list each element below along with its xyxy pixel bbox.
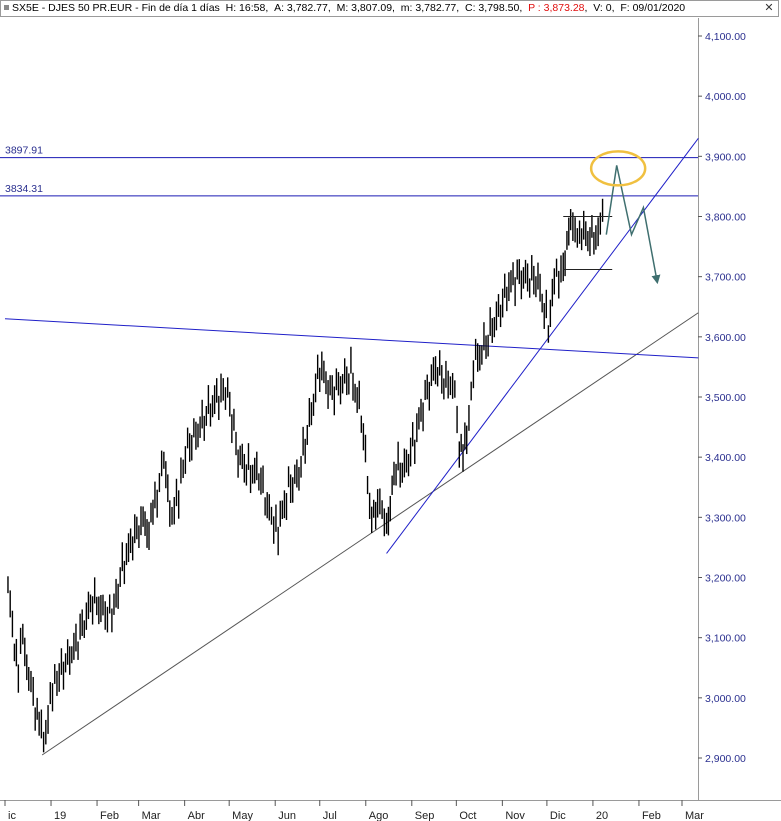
y-tick-label: 4,000.00 xyxy=(705,91,746,103)
price-series xyxy=(7,198,604,753)
trendline-short-term-support xyxy=(386,137,699,554)
y-tick-label: 2,900.00 xyxy=(705,753,746,765)
header-time: H: 16:58 xyxy=(225,2,266,14)
header-low: m: 3,782.77 xyxy=(400,2,457,14)
y-tick-label: 3,000.00 xyxy=(705,693,746,705)
y-tick-label: 3,300.00 xyxy=(705,512,746,524)
x-tick-label: ic xyxy=(8,810,16,821)
y-tick-label: 3,700.00 xyxy=(705,272,746,284)
level-label: 3897.91 xyxy=(5,145,43,157)
y-tick-label: 3,800.00 xyxy=(705,212,746,224)
header-volume: V: 0 xyxy=(593,2,612,14)
x-tick-label: Abr xyxy=(188,810,205,821)
x-tick-label: 20 xyxy=(596,810,608,821)
x-tick-label: Ago xyxy=(369,810,389,821)
highlight-ellipse xyxy=(589,150,647,187)
x-tick-label: Dic xyxy=(550,810,566,821)
chart-header: SX5E - DJES 50 PR.EUR - Fin de día 1 día… xyxy=(0,0,779,17)
x-tick-label: Jun xyxy=(278,810,296,821)
y-tick-label: 3,400.00 xyxy=(705,452,746,464)
x-tick-label: Sep xyxy=(415,810,435,821)
header-pointer: P : 3,873.28 xyxy=(528,2,585,14)
header-period: Fin de día 1 días xyxy=(141,2,220,14)
x-tick-label: Mar xyxy=(685,810,704,821)
x-tick-label: Jul xyxy=(323,810,337,821)
header-high: M: 3,807.09 xyxy=(336,2,393,14)
header-date: F: 09/01/2020 xyxy=(620,2,686,14)
y-tick-label: 3,500.00 xyxy=(705,392,746,404)
trendline-long-term-support xyxy=(41,312,699,756)
x-tick-label: 19 xyxy=(54,810,66,821)
y-tick-label: 3,900.00 xyxy=(705,151,746,163)
x-tick-label: Feb xyxy=(642,810,661,821)
x-tick-label: Nov xyxy=(505,810,525,821)
x-tick-label: May xyxy=(232,810,253,821)
x-tick-label: Oct xyxy=(459,810,476,821)
x-tick-label: Feb xyxy=(100,810,119,821)
header-close: C: 3,798.50 xyxy=(465,2,520,14)
y-tick-label: 4,100.00 xyxy=(705,31,746,43)
y-tick-label: 3,200.00 xyxy=(705,573,746,585)
projection-path xyxy=(605,165,661,285)
x-tick-label: Mar xyxy=(142,810,161,821)
y-tick-label: 3,600.00 xyxy=(705,332,746,344)
header-open: A: 3,782.77 xyxy=(274,2,328,14)
trendline-resistance xyxy=(4,318,699,359)
header-symbol: SX5E - DJES 50 PR.EUR xyxy=(12,2,133,14)
header-marker-icon xyxy=(4,5,9,11)
y-tick-label: 3,100.00 xyxy=(705,633,746,645)
level-label: 3834.31 xyxy=(5,183,43,195)
close-x-icon[interactable]: ✕ xyxy=(764,2,774,14)
